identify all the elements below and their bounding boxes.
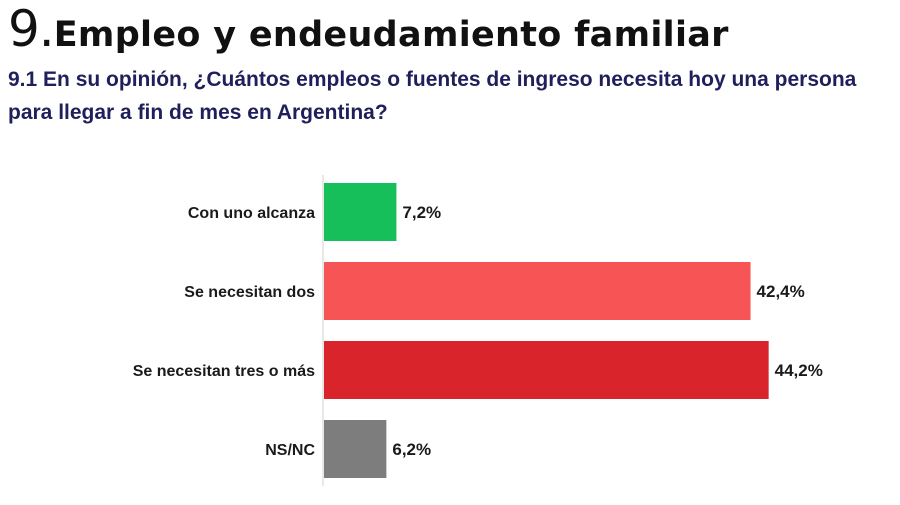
- value-label-1: 42,4%: [757, 282, 805, 301]
- section-number: 9.: [8, 0, 55, 58]
- value-label-3: 6,2%: [392, 440, 431, 459]
- category-label-0: Con uno alcanza: [188, 205, 315, 222]
- bar-3: [324, 420, 387, 478]
- header: 9. Empleo y endeudamiento familiar 9.1 E…: [8, 4, 898, 129]
- category-label-1: Se necesitan dos: [184, 284, 315, 301]
- bar-0: [324, 183, 397, 241]
- section-title: Empleo y endeudamiento familiar: [53, 15, 729, 55]
- question-text: 9.1 En su opinión, ¿Cuántos empleos o fu…: [8, 68, 857, 124]
- bar-2: [324, 341, 769, 399]
- category-label-3: NS/NC: [265, 442, 315, 459]
- section-title-line: 9. Empleo y endeudamiento familiar: [8, 4, 898, 55]
- category-label-2: Se necesitan tres o más: [133, 363, 315, 380]
- value-label-2: 44,2%: [775, 361, 823, 380]
- bar-1: [324, 262, 751, 320]
- value-label-0: 7,2%: [402, 203, 441, 222]
- bar-chart: Con uno alcanza 7,2% Se necesitan dos 42,4%…: [133, 175, 823, 486]
- bars-group: Con uno alcanza 7,2% Se necesitan dos 42,4%…: [133, 183, 823, 478]
